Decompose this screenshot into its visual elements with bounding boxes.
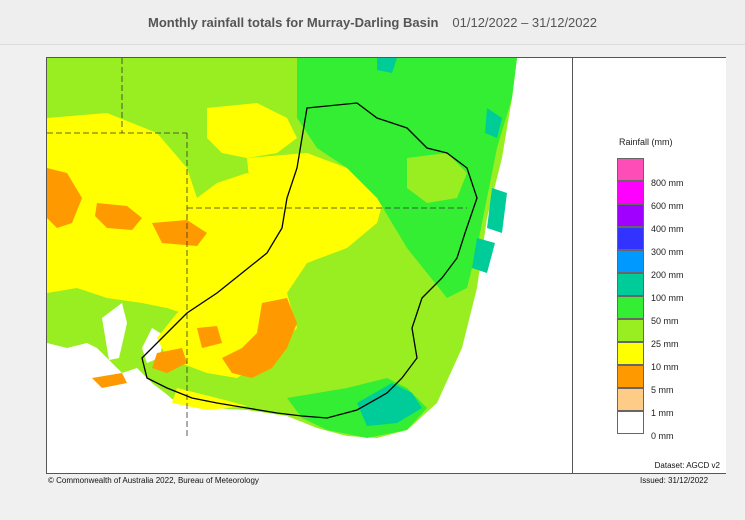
dry-region-inland bbox=[157, 153, 387, 378]
legend-swatch-0 bbox=[617, 411, 644, 434]
rainfall-map-svg bbox=[47, 58, 517, 438]
very-dry-patch-6 bbox=[92, 373, 127, 388]
legend-label-5: 5 mm bbox=[651, 385, 674, 395]
issued-date: Issued: 31/12/2022 bbox=[640, 476, 709, 485]
legend-panel: Rainfall (mm) 800 mm 600 mm 400 mm 300 m… bbox=[572, 58, 726, 473]
legend-swatch-50 bbox=[617, 296, 644, 319]
date-range: 01/12/2022 – 31/12/2022 bbox=[452, 14, 597, 30]
legend-swatch-10 bbox=[617, 342, 644, 365]
very-dry-patch-4 bbox=[222, 298, 297, 378]
legend-label-400: 400 mm bbox=[651, 224, 684, 234]
legend-swatch-1 bbox=[617, 388, 644, 411]
legend-label-600: 600 mm bbox=[651, 201, 684, 211]
legend-label-50: 50 mm bbox=[651, 316, 679, 326]
page-title-bar: Monthly rainfall totals for Murray-Darli… bbox=[0, 0, 745, 45]
very-dry-patch-2 bbox=[95, 203, 142, 230]
page-title: Monthly rainfall totals for Murray-Darli… bbox=[148, 14, 439, 30]
legend-label-25: 25 mm bbox=[651, 339, 679, 349]
very-wet-coast-2 bbox=[487, 188, 507, 233]
dry-region-west bbox=[47, 113, 297, 318]
legend-label-1: 1 mm bbox=[651, 408, 674, 418]
copyright-notice: © Commonwealth of Australia 2022, Bureau… bbox=[48, 476, 259, 485]
very-dry-patch-5 bbox=[152, 348, 187, 373]
wet-region-inner bbox=[407, 153, 467, 203]
spencer-gulf bbox=[102, 303, 127, 360]
legend-swatch-5 bbox=[617, 365, 644, 388]
very-dry-patch-7 bbox=[197, 326, 222, 348]
legend-swatch-25 bbox=[617, 319, 644, 342]
very-dry-patch-3 bbox=[152, 220, 207, 246]
legend-swatch-300 bbox=[617, 227, 644, 250]
map-frame: Rainfall (mm) 800 mm 600 mm 400 mm 300 m… bbox=[46, 57, 726, 474]
legend-swatch-800 bbox=[617, 158, 644, 181]
dataset-label: Dataset: AGCD v2 bbox=[654, 461, 720, 470]
rainfall-map[interactable] bbox=[47, 58, 572, 473]
legend-title: Rainfall (mm) bbox=[619, 137, 673, 147]
legend-label-800: 800 mm bbox=[651, 178, 684, 188]
very-wet-coast-3 bbox=[472, 238, 495, 273]
legend-label-300: 300 mm bbox=[651, 247, 684, 257]
very-wet-coast-1 bbox=[485, 108, 502, 138]
legend-label-100: 100 mm bbox=[651, 293, 684, 303]
very-wet-alps bbox=[357, 383, 422, 426]
very-wet-ne bbox=[377, 58, 397, 73]
legend-swatch-100 bbox=[617, 273, 644, 296]
dry-region-central bbox=[207, 103, 297, 158]
legend-swatch-400 bbox=[617, 204, 644, 227]
very-dry-patch-1 bbox=[47, 168, 82, 228]
legend-label-10: 10 mm bbox=[651, 362, 679, 372]
legend-swatch-600 bbox=[617, 181, 644, 204]
basin-boundary bbox=[141, 102, 478, 419]
legend-label-0: 0 mm bbox=[651, 431, 674, 441]
legend-label-200: 200 mm bbox=[651, 270, 684, 280]
legend-swatch-200 bbox=[617, 250, 644, 273]
